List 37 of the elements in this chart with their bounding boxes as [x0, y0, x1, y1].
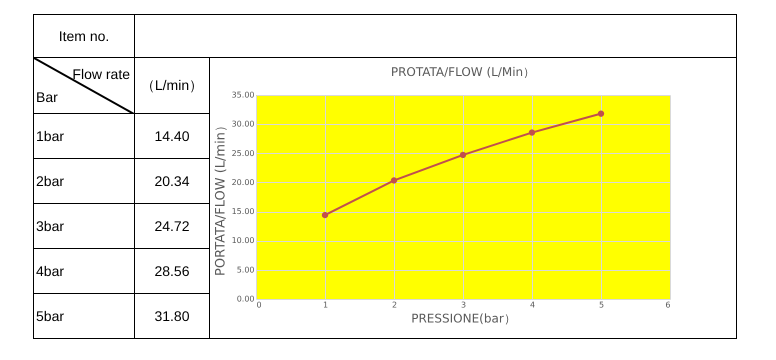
x-tick-label: 3: [460, 300, 466, 310]
x-tick-label: 4: [530, 300, 536, 310]
point: [390, 177, 398, 184]
text: Flow rate: [72, 66, 130, 82]
text: 28.56: [134, 248, 210, 294]
text: 2bar: [34, 158, 134, 204]
x-tick-label: 1: [322, 300, 328, 310]
y-tick-label: 5.00: [236, 265, 254, 274]
text: 1bar: [34, 114, 134, 158]
x-tick-label: 2: [392, 300, 398, 310]
chart-title: PROTATA/FLOW (L/Min）: [390, 65, 536, 79]
text: （L/min）: [134, 58, 210, 114]
x-tick-label: 6: [665, 300, 670, 310]
y-tick-label: 25.00: [232, 148, 254, 158]
text: 14.40: [134, 114, 210, 158]
y-tick-label: 35.00: [232, 90, 254, 100]
y-axis-title: PORTATA/FLOW (L/min）: [214, 119, 229, 276]
y-tick-label: 20.00: [232, 178, 254, 187]
x-tick-label: 5: [598, 300, 604, 310]
point: [528, 129, 536, 136]
text: 3bar: [34, 204, 134, 248]
text: 4bar: [34, 248, 134, 294]
text: 5bar: [34, 294, 134, 338]
y-tick-label: 15.00: [232, 207, 254, 216]
text: Bar: [36, 89, 58, 105]
text: Item no.: [34, 14, 134, 58]
text: 31.80: [134, 294, 210, 338]
point: [460, 152, 466, 158]
text: 20.34: [134, 158, 210, 204]
x-tick-label: 0: [256, 300, 262, 310]
point: [598, 110, 604, 117]
y-tick-label: 0.00: [236, 294, 254, 304]
point: [322, 212, 328, 218]
text: 24.72: [134, 204, 210, 248]
x-axis-title: PRESSIONE(bar）: [411, 312, 516, 326]
y-tick-label: 10.00: [232, 236, 254, 246]
y-tick-label: 30.00: [232, 120, 254, 129]
